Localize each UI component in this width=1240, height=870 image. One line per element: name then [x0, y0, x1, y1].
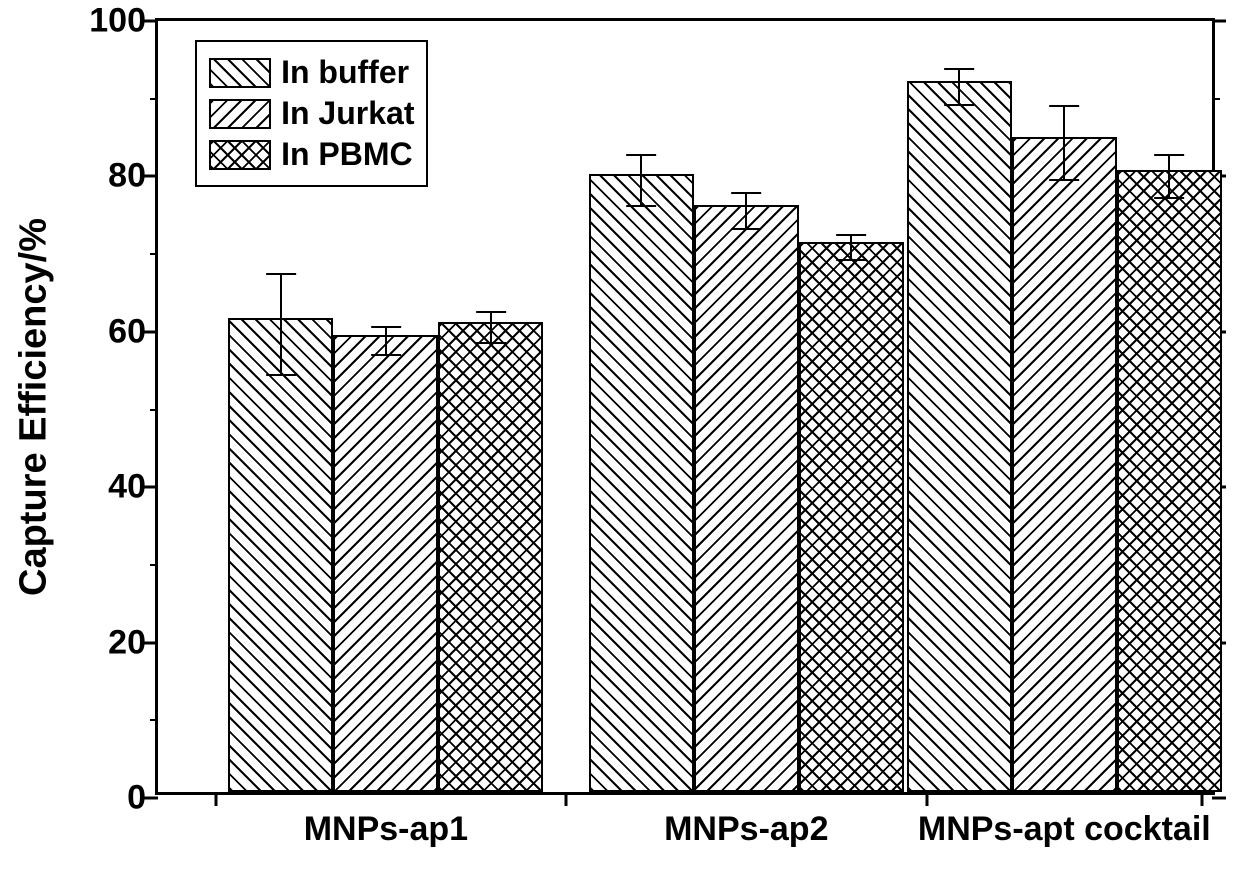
- error-bar: [490, 312, 492, 343]
- ytick-major: [1212, 797, 1226, 800]
- error-bar: [640, 155, 642, 206]
- error-cap: [1154, 197, 1184, 199]
- category-label: MNPs-apt cocktail: [918, 792, 1211, 849]
- legend-item: In Jurkat: [209, 95, 414, 132]
- error-cap: [945, 68, 975, 70]
- plot-area: In bufferIn JurkatIn PBMC 020406080100MN…: [155, 18, 1215, 795]
- error-cap: [836, 234, 866, 236]
- bar: [1117, 170, 1222, 792]
- ytick-label: 20: [108, 623, 158, 662]
- legend-swatch: [209, 140, 271, 170]
- error-cap: [627, 205, 657, 207]
- error-cap: [371, 326, 401, 328]
- bar: [799, 242, 904, 792]
- ytick-label: 80: [108, 157, 158, 196]
- ytick-label: 40: [108, 468, 158, 507]
- error-bar: [385, 327, 387, 355]
- category-label: MNPs-ap1: [304, 792, 468, 849]
- xtick-major: [565, 792, 568, 806]
- error-cap: [371, 354, 401, 356]
- category-label: MNPs-ap2: [664, 792, 828, 849]
- legend-item: In PBMC: [209, 136, 414, 173]
- error-cap: [836, 259, 866, 261]
- legend-swatch: [209, 99, 271, 129]
- error-cap: [266, 273, 296, 275]
- error-bar: [1168, 155, 1170, 199]
- error-bar: [280, 274, 282, 375]
- ytick-minor: [1212, 98, 1220, 100]
- error-cap: [627, 154, 657, 156]
- bar: [228, 318, 333, 792]
- capture-efficiency-chart: Capture Efficiency/% In bufferIn JurkatI…: [0, 0, 1240, 870]
- ytick-minor: [150, 409, 158, 411]
- ytick-label: 100: [89, 2, 158, 41]
- legend-item: In buffer: [209, 54, 414, 91]
- ytick-minor: [150, 98, 158, 100]
- bar: [694, 205, 799, 792]
- legend-swatch: [209, 58, 271, 88]
- bar: [907, 81, 1012, 792]
- legend-label: In PBMC: [281, 136, 413, 173]
- xtick-major: [215, 792, 218, 806]
- ytick-label: 60: [108, 312, 158, 351]
- error-cap: [1154, 154, 1184, 156]
- error-cap: [1049, 105, 1079, 107]
- error-bar: [958, 69, 960, 105]
- error-cap: [266, 374, 296, 376]
- error-cap: [945, 104, 975, 106]
- bar: [438, 322, 543, 792]
- ytick-label: 0: [127, 779, 158, 818]
- error-cap: [731, 228, 761, 230]
- error-bar: [745, 193, 747, 229]
- error-cap: [1049, 179, 1079, 181]
- ytick-minor: [150, 564, 158, 566]
- bar: [1012, 137, 1117, 792]
- y-axis-label: Capture Efficiency/%: [13, 218, 56, 596]
- error-bar: [1063, 106, 1065, 181]
- error-cap: [476, 311, 506, 313]
- legend: In buffer In Jurkat In PBMC: [195, 40, 428, 187]
- error-cap: [476, 342, 506, 344]
- legend-label: In Jurkat: [281, 95, 414, 132]
- ytick-minor: [150, 719, 158, 721]
- error-bar: [850, 235, 852, 260]
- ytick-minor: [150, 253, 158, 255]
- ytick-major: [1212, 20, 1226, 23]
- bar: [589, 174, 694, 792]
- error-cap: [731, 192, 761, 194]
- bar: [333, 335, 438, 792]
- legend-label: In buffer: [281, 54, 409, 91]
